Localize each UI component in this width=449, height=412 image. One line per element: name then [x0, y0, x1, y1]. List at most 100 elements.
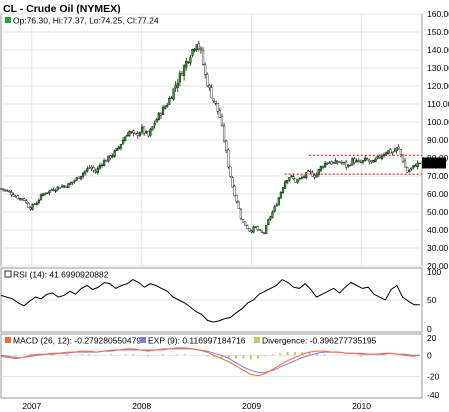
candle-body	[166, 104, 169, 107]
price-tick-label: 120.00	[427, 81, 449, 91]
rsi-tick-label: 0	[427, 324, 432, 334]
candle-body	[275, 204, 278, 207]
candle-body	[294, 178, 297, 183]
candle-body	[361, 160, 365, 163]
macd-grid	[1, 354, 422, 378]
price-tick-label: 50.00	[427, 207, 449, 217]
candle-body	[23, 198, 26, 201]
macd-legend-swatch	[5, 337, 11, 343]
candle-body	[52, 189, 55, 191]
candle-body	[81, 172, 85, 177]
divergence-legend-swatch	[254, 337, 260, 343]
candle-body	[206, 74, 209, 87]
candle-body	[143, 126, 146, 134]
candle-body	[96, 167, 99, 173]
candle-body	[254, 226, 257, 228]
candle-body	[321, 166, 325, 168]
candle-body	[376, 156, 379, 159]
macd-tick-label: 0	[427, 350, 432, 360]
price-tick-label: 150.00	[427, 27, 449, 37]
candle-body	[416, 162, 419, 168]
candle-body	[225, 140, 228, 151]
candle-body	[279, 191, 283, 199]
candle-body	[374, 158, 377, 162]
candle-body	[418, 162, 421, 164]
candle-body	[185, 61, 188, 68]
candle-body	[277, 197, 280, 206]
candle-body	[290, 175, 293, 177]
candle-body	[58, 187, 62, 189]
macd-panel: -40 -20 0 20 MACD (26, 12): -0.279280550479…	[0, 333, 440, 400]
macd-y-axis: -40 -20 0 20	[427, 333, 440, 400]
candle-body	[334, 160, 337, 164]
rsi-y-axis: 0 50 100	[427, 267, 441, 334]
last-price-label: 77.24	[424, 158, 446, 168]
macd-legend-text: MACD (26, 12): -0.279280550479	[13, 336, 141, 346]
price-tick-label: 110.00	[427, 99, 449, 109]
candle-body	[286, 180, 289, 183]
candle-body	[370, 160, 373, 162]
candle-body	[138, 132, 141, 137]
candle-body	[92, 167, 95, 171]
rsi-tick-label: 100	[427, 267, 441, 277]
price-legend-swatch	[5, 17, 11, 23]
exp-legend-swatch	[140, 337, 146, 343]
last-price-box	[422, 157, 446, 169]
price-grid	[1, 13, 422, 398]
last-price-marker: 77.24	[422, 157, 446, 169]
candle-body	[10, 192, 13, 195]
candle-body	[208, 84, 211, 88]
candle-body	[119, 144, 123, 149]
candle-body	[256, 226, 259, 231]
candle-body	[37, 199, 40, 203]
candle-body	[298, 177, 301, 180]
rsi-legend-text: RSI (14): 41.6990920882	[13, 270, 109, 280]
candle-body	[18, 197, 22, 200]
candle-body	[372, 159, 375, 163]
candle-body	[410, 167, 413, 170]
candle-body	[296, 179, 299, 183]
candle-body	[319, 165, 322, 171]
candle-body	[340, 162, 344, 164]
candle-body	[153, 123, 156, 126]
candle-body	[29, 207, 32, 210]
candle-body	[149, 129, 152, 136]
candle-body	[351, 158, 354, 166]
candle-body	[273, 206, 276, 212]
price-tick-label: 60.00	[427, 189, 449, 199]
price-tick-label: 30.00	[427, 243, 449, 253]
candle-body	[216, 102, 219, 112]
macd-tick-label: -40	[427, 390, 440, 400]
price-y-axis: 20.0030.0040.0050.0060.0070.0080.0090.00…	[427, 9, 449, 271]
candle-body	[387, 150, 390, 154]
candle-body	[231, 177, 234, 188]
candle-body	[368, 159, 371, 162]
candle-body	[201, 50, 205, 65]
candle-body	[397, 146, 400, 149]
candle-body	[227, 149, 230, 168]
candle-body	[31, 204, 34, 210]
candle-body	[180, 73, 184, 76]
candle-body	[332, 162, 335, 164]
candle-body	[391, 152, 394, 154]
candle-body	[0, 188, 3, 190]
candle-body	[389, 149, 392, 154]
resistance-lines	[284, 154, 422, 175]
candle-body	[65, 185, 68, 188]
candle-body	[218, 110, 221, 118]
candle-body	[48, 190, 51, 194]
candle-body	[121, 139, 125, 145]
candle-body	[258, 229, 261, 231]
candle-body	[187, 61, 190, 63]
price-tick-label: 100.00	[427, 117, 449, 127]
price-tick-label: 40.00	[427, 225, 449, 235]
candle-body	[111, 155, 114, 158]
candle-body	[140, 126, 144, 133]
price-tick-label: 90.00	[427, 135, 449, 145]
candle-body	[292, 176, 295, 180]
candle-body	[233, 185, 236, 197]
candle-body	[323, 163, 327, 168]
candle-body	[349, 165, 352, 167]
candle-body	[403, 160, 407, 168]
candle-body	[357, 160, 360, 162]
